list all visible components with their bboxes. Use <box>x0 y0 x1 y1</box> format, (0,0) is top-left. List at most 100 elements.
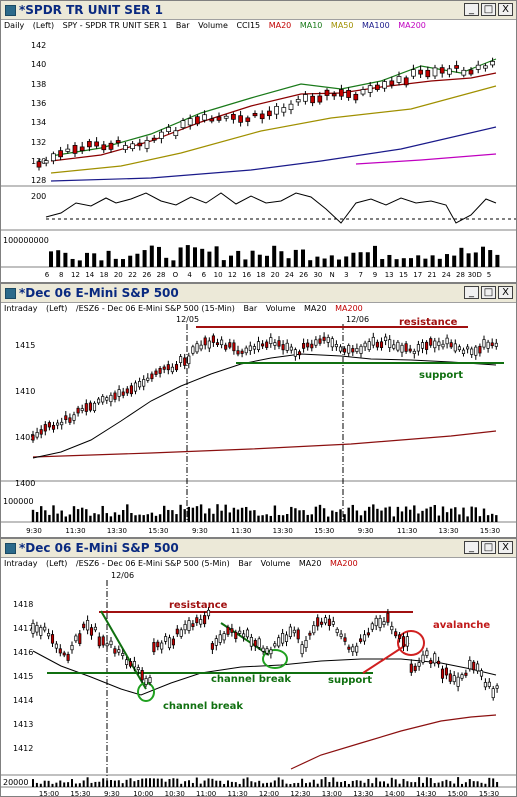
candle-body <box>159 131 164 139</box>
axis-tick-label: 9:30 <box>358 527 374 535</box>
candle-body <box>39 627 43 636</box>
maximize-button[interactable]: □ <box>481 3 496 16</box>
volume-bar <box>98 781 101 787</box>
candle-body <box>490 342 494 347</box>
price-tick: 136 <box>31 99 46 108</box>
volume-bar <box>48 514 51 522</box>
volume-bar <box>388 506 391 522</box>
maximize-button[interactable]: □ <box>481 286 496 299</box>
volume-bar <box>113 512 117 522</box>
candle-body <box>317 95 323 103</box>
volume-bar <box>175 514 178 522</box>
candle-body <box>433 653 437 664</box>
close-button[interactable]: X <box>498 286 513 299</box>
volume-bar <box>452 255 457 267</box>
candle-body <box>94 141 99 147</box>
volume-bar <box>491 513 494 522</box>
close-button[interactable]: X <box>498 541 513 554</box>
candle-body <box>433 340 437 349</box>
volume-bar <box>101 505 104 522</box>
candle-body <box>378 617 382 628</box>
candle-body <box>125 659 129 665</box>
volume-bar <box>64 516 67 522</box>
time-axis: 9:30 11:30 13:30 15:30 9:30 11:30 13:30 15:30 9:… <box>26 527 500 535</box>
candle-body <box>293 349 297 357</box>
volume-bar <box>232 507 236 522</box>
es5-chart[interactable]: 12/06 1418 1417 1416 1415 1414 1413 1412… <box>1 571 516 797</box>
minimize-button[interactable]: _ <box>464 286 479 299</box>
candle-body <box>306 342 310 348</box>
symbol-label: /ESZ6 - Dec 06 E-Mini S&P 500 (15-Min) <box>75 304 235 313</box>
title-bar[interactable]: *Dec 06 E-Mini S&P 500 _ □ X <box>1 284 516 303</box>
price-tick: 1410 <box>15 387 35 396</box>
axis-tick-label: 13 <box>385 271 394 279</box>
candle-body <box>206 609 211 617</box>
candle-body <box>343 348 347 353</box>
volume-bar <box>368 506 371 522</box>
axis-tick-label: 13:30 <box>438 527 458 535</box>
window-title: *SPDR TR UNIT SER 1 <box>19 3 163 17</box>
volume-bar <box>359 780 362 787</box>
axis-tick-label: 12:00 <box>259 790 279 797</box>
candle-body <box>160 642 164 650</box>
candle-body <box>129 385 133 395</box>
volume-bar <box>380 259 385 267</box>
title-bar[interactable]: *SPDR TR UNIT SER 1 _ □ X <box>1 1 516 20</box>
candle-body <box>220 339 224 346</box>
volume-bar <box>286 258 291 267</box>
es15-chart[interactable]: 12/05 12/06 1415 1410 1405 1400 resistan… <box>1 316 516 538</box>
axis-tick-label: 15:30 <box>148 527 168 535</box>
volume-bar <box>257 515 260 522</box>
symbol-label: /ESZ6 - Dec 06 E-Mini S&P 500 (5-Min) <box>75 559 230 568</box>
candle-body <box>158 367 162 374</box>
volume-bar <box>363 782 366 787</box>
volume-bar <box>413 505 416 522</box>
candle-body <box>60 421 64 426</box>
candle-body <box>166 364 170 371</box>
candle-body <box>382 621 386 625</box>
candle-body <box>117 389 121 397</box>
candle-body <box>130 143 135 149</box>
price-tick: 128 <box>31 176 46 185</box>
volume-bar <box>258 780 261 787</box>
volume-bar <box>488 777 491 787</box>
close-button[interactable]: X <box>498 3 513 16</box>
volume-bar <box>492 778 495 787</box>
volume-bar <box>484 783 487 787</box>
volume-bar <box>43 780 46 787</box>
axis-tick-label: 12 <box>71 271 80 279</box>
axis-tick-label: 3 <box>344 271 348 279</box>
volume-bar <box>422 782 424 787</box>
channel-line-1 <box>100 610 147 690</box>
candle-body <box>483 682 487 688</box>
title-bar[interactable]: *Dec 06 E-Mini S&P 500 _ □ X <box>1 539 516 558</box>
volume-bar <box>273 780 276 787</box>
minimize-button[interactable]: _ <box>464 541 479 554</box>
candle-body <box>210 643 214 650</box>
volume-bar <box>94 781 97 787</box>
candle-body <box>209 118 215 122</box>
volume-bar <box>133 781 136 787</box>
window-title: *Dec 06 E-Mini S&P 500 <box>19 541 179 555</box>
axis-tick-label: 11:30 <box>227 790 247 797</box>
axis-label: (Left) <box>46 304 68 313</box>
channel-break-label-2: channel break <box>211 674 291 685</box>
candle-body <box>351 348 355 353</box>
volume-bar <box>328 781 331 787</box>
volume-bar <box>316 783 319 787</box>
axis-tick-label: 13:00 <box>322 790 342 797</box>
es-5min-window: *Dec 06 E-Mini S&P 500 _ □ X Intraday (L… <box>0 538 517 797</box>
spy-chart[interactable]: 142 140 138 136 134 132 130 128 200 1000… <box>1 33 516 283</box>
candle-body <box>43 424 47 432</box>
axis-tick-label: 8 <box>59 271 63 279</box>
volume-bar <box>77 260 82 267</box>
minimize-button[interactable]: _ <box>464 3 479 16</box>
volume-bar <box>90 782 93 787</box>
avalanche-circle <box>397 630 425 656</box>
candle-body <box>76 407 80 414</box>
price-tick: 142 <box>31 41 46 50</box>
candle-body <box>277 340 281 347</box>
volume-bar <box>347 507 350 522</box>
candle-body <box>121 391 125 396</box>
maximize-button[interactable]: □ <box>481 541 496 554</box>
